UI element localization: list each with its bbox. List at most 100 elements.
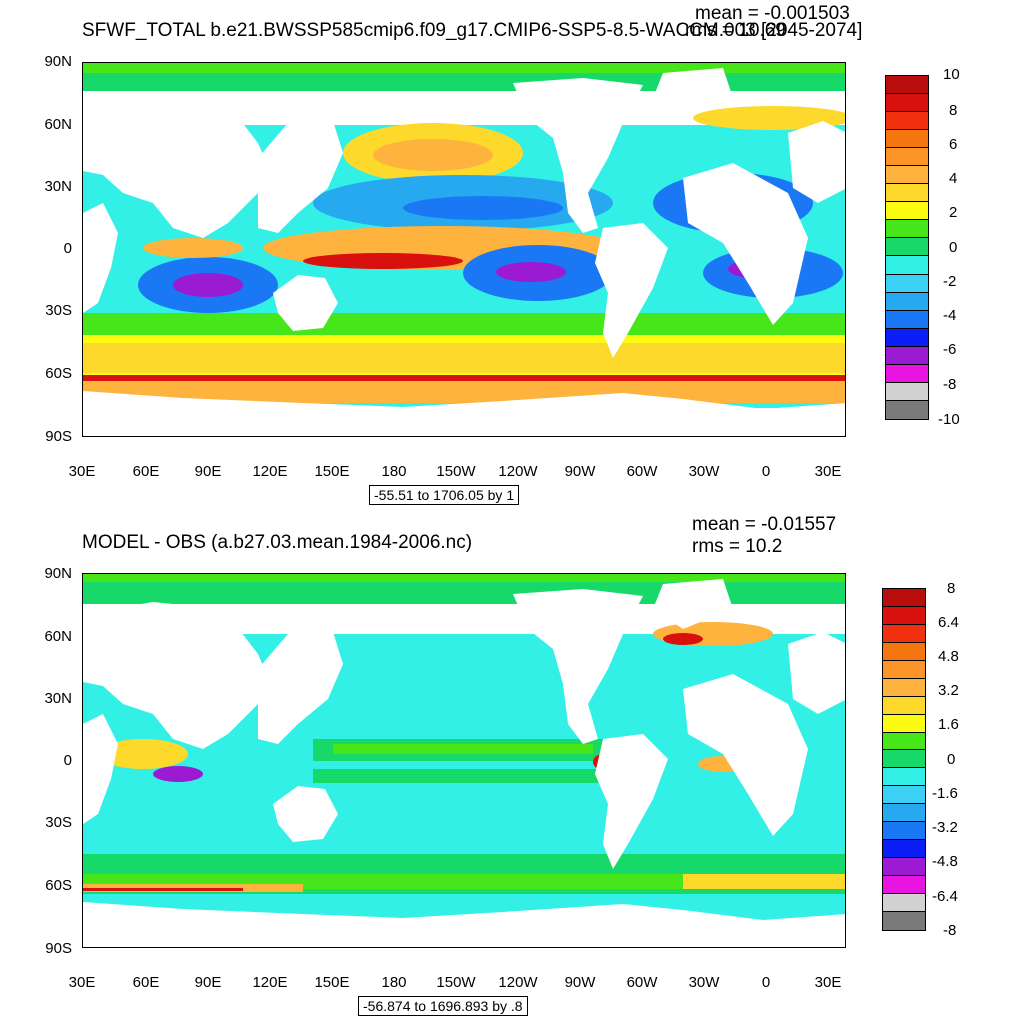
colorbar-label: -6.4 <box>932 888 958 905</box>
x-label: 150E <box>314 974 350 991</box>
colorbar-label: 8 <box>949 102 958 119</box>
colorbar-swatch <box>886 76 928 95</box>
colorbar-swatch <box>883 822 925 841</box>
colorbar-label: 8 <box>947 580 956 597</box>
colorbar-swatch <box>886 220 928 239</box>
colorbar-label: 6 <box>949 136 958 153</box>
colorbar-label: -10 <box>938 411 960 428</box>
y-label: 30N <box>44 178 72 195</box>
colorbar-swatch <box>886 292 928 311</box>
y-label: 60N <box>44 116 72 133</box>
x-label: 30E <box>68 974 96 991</box>
x-label: 90E <box>194 463 222 480</box>
x-label: 30E <box>814 974 842 991</box>
colorbar-swatch <box>883 624 925 643</box>
map-plot-2 <box>82 573 846 948</box>
colorbar-label: 4.8 <box>938 648 959 665</box>
colorbar-swatch <box>886 238 928 257</box>
colorbar-swatch <box>883 911 925 930</box>
colorbar-swatch <box>883 858 925 876</box>
colorbar-swatch <box>883 589 925 607</box>
x-label: 120E <box>252 974 288 991</box>
colorbar-swatch <box>886 346 928 365</box>
x-label: 0 <box>761 974 771 991</box>
x-label: 120W <box>498 974 538 991</box>
colorbar-label: -8 <box>943 922 957 939</box>
colorbar-swatch <box>883 750 925 769</box>
colorbar-swatch <box>883 732 925 751</box>
y-label: 60S <box>45 877 72 894</box>
x-label: 180 <box>381 463 407 480</box>
map-field-1 <box>83 63 845 436</box>
colorbar-swatch <box>883 696 925 715</box>
colorbar-swatch <box>886 328 928 347</box>
colorbar-label: 3.2 <box>938 682 959 699</box>
colorbar-swatch <box>883 876 925 894</box>
y-label: 90S <box>45 428 72 445</box>
y-label: 90S <box>45 940 72 957</box>
map-field-2 <box>83 574 845 947</box>
colorbar-swatch <box>883 642 925 661</box>
x-label: 30E <box>68 463 96 480</box>
x-label: 150W <box>436 974 476 991</box>
y-label: 90N <box>44 53 72 70</box>
colorbar-swatch <box>886 184 928 203</box>
map-plot-1 <box>82 62 846 437</box>
x-label: 60W <box>626 463 658 480</box>
colorbar-swatch <box>886 94 928 113</box>
x-label: 120W <box>498 463 538 480</box>
colorbar-swatch <box>883 660 925 679</box>
colorbar-swatch <box>886 400 928 419</box>
x-label: 90W <box>564 974 596 991</box>
colorbar-swatch <box>883 606 925 625</box>
colorbar-swatch <box>883 893 925 912</box>
y-label: 0 <box>63 752 72 769</box>
y-label: 30N <box>44 690 72 707</box>
panel-1-rms: rms = 10.69 <box>685 20 786 41</box>
colorbar-swatch <box>883 714 925 733</box>
colorbar-swatch <box>883 804 925 823</box>
colorbar-2 <box>882 588 926 931</box>
colorbar-swatch <box>883 840 925 859</box>
colorbar-label: -4 <box>943 307 957 324</box>
x-label: 60E <box>132 463 160 480</box>
y-label: 90N <box>44 565 72 582</box>
panel-1-title: SFWF_TOTAL b.e21.BWSSP585cmip6.f09_g17.C… <box>82 20 863 41</box>
panel-2-rms: rms = 10.2 <box>692 536 783 557</box>
colorbar-label: -8 <box>943 376 957 393</box>
colorbar-swatch <box>886 166 928 185</box>
y-label: 0 <box>63 240 72 257</box>
x-label: 90W <box>564 463 596 480</box>
panel-2-mean: mean = -0.01557 <box>692 514 837 535</box>
x-label: 0 <box>761 463 771 480</box>
contour-range-label: -55.51 to 1706.05 by 1 <box>369 485 520 505</box>
colorbar-label: 1.6 <box>938 716 959 733</box>
colorbar-swatch <box>883 678 925 697</box>
colorbar-swatch <box>886 310 928 329</box>
x-label: 180 <box>381 974 407 991</box>
x-label: 30W <box>688 463 720 480</box>
panel-1-mean: mean = -0.001503 <box>695 3 850 24</box>
x-label: 90E <box>194 974 222 991</box>
x-label: 30W <box>688 974 720 991</box>
colorbar-swatch <box>886 148 928 167</box>
colorbar-label: -3.2 <box>932 819 958 836</box>
colorbar-label: 2 <box>949 204 958 221</box>
colorbar-label: 0 <box>947 751 956 768</box>
y-label: 30S <box>45 814 72 831</box>
colorbar-label: 6.4 <box>938 614 959 631</box>
x-label: 60E <box>132 974 160 991</box>
x-label: 150E <box>314 463 350 480</box>
colorbar-swatch <box>886 256 928 275</box>
panel-2-title: MODEL - OBS (a.b27.03.mean.1984-2006.nc) <box>82 532 473 553</box>
colorbar-label: 0 <box>949 239 958 256</box>
contour-range-label: -56.874 to 1696.893 by .8 <box>358 996 528 1016</box>
colorbar-swatch <box>886 130 928 149</box>
colorbar-swatch <box>886 202 928 221</box>
y-label: 60S <box>45 365 72 382</box>
colorbar-swatch <box>883 786 925 805</box>
colorbar-label: -1.6 <box>932 785 958 802</box>
colorbar-swatch <box>886 112 928 131</box>
y-label: 60N <box>44 628 72 645</box>
colorbar-swatch <box>886 364 928 383</box>
